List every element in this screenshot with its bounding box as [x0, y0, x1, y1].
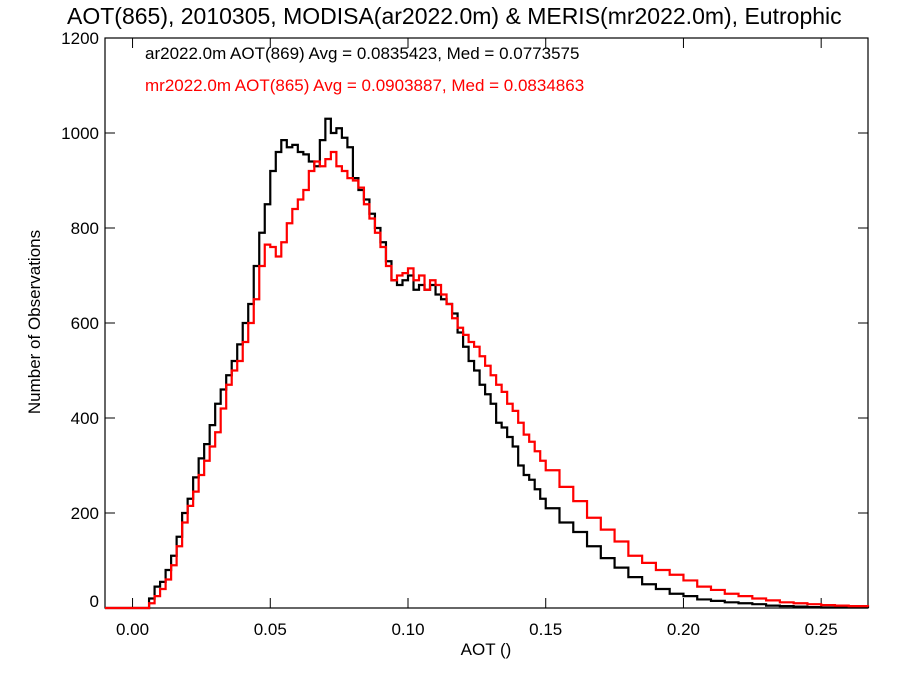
x-tick-label: 0.05 [254, 620, 287, 639]
x-tick-label: 0.25 [805, 620, 838, 639]
chart-title: AOT(865), 2010305, MODISA(ar2022.0m) & M… [67, 3, 842, 29]
y-tick-label: 800 [71, 219, 99, 238]
plot-frame [104, 37, 869, 609]
series-line-modisa [105, 117, 870, 610]
x-axis-label: AOT () [461, 640, 512, 659]
y-tick-label: 1200 [61, 29, 99, 48]
y-tick-label: 400 [71, 409, 99, 428]
x-tick-label: 0.10 [391, 620, 424, 639]
x-tick-label: 0.20 [667, 620, 700, 639]
y-tick-label: 200 [71, 504, 99, 523]
y-axis-label: Number of Observations [25, 230, 44, 414]
y-tick-label: 1000 [61, 124, 99, 143]
y-tick-label: 600 [71, 314, 99, 333]
legend-entry-modisa: ar2022.0m AOT(869) Avg = 0.0835423, Med … [145, 44, 579, 63]
series-layer [105, 117, 870, 610]
legend-entry-meris: mr2022.0m AOT(865) Avg = 0.0903887, Med … [145, 76, 584, 95]
x-tick-label: 0.15 [529, 620, 562, 639]
x-axis: 0.00 0.05 0.10 0.15 0.20 0.25 [116, 38, 838, 639]
series-line-meris [105, 150, 870, 610]
y-tick-label: 0 [90, 592, 99, 611]
x-tick-label: 0.00 [116, 620, 149, 639]
